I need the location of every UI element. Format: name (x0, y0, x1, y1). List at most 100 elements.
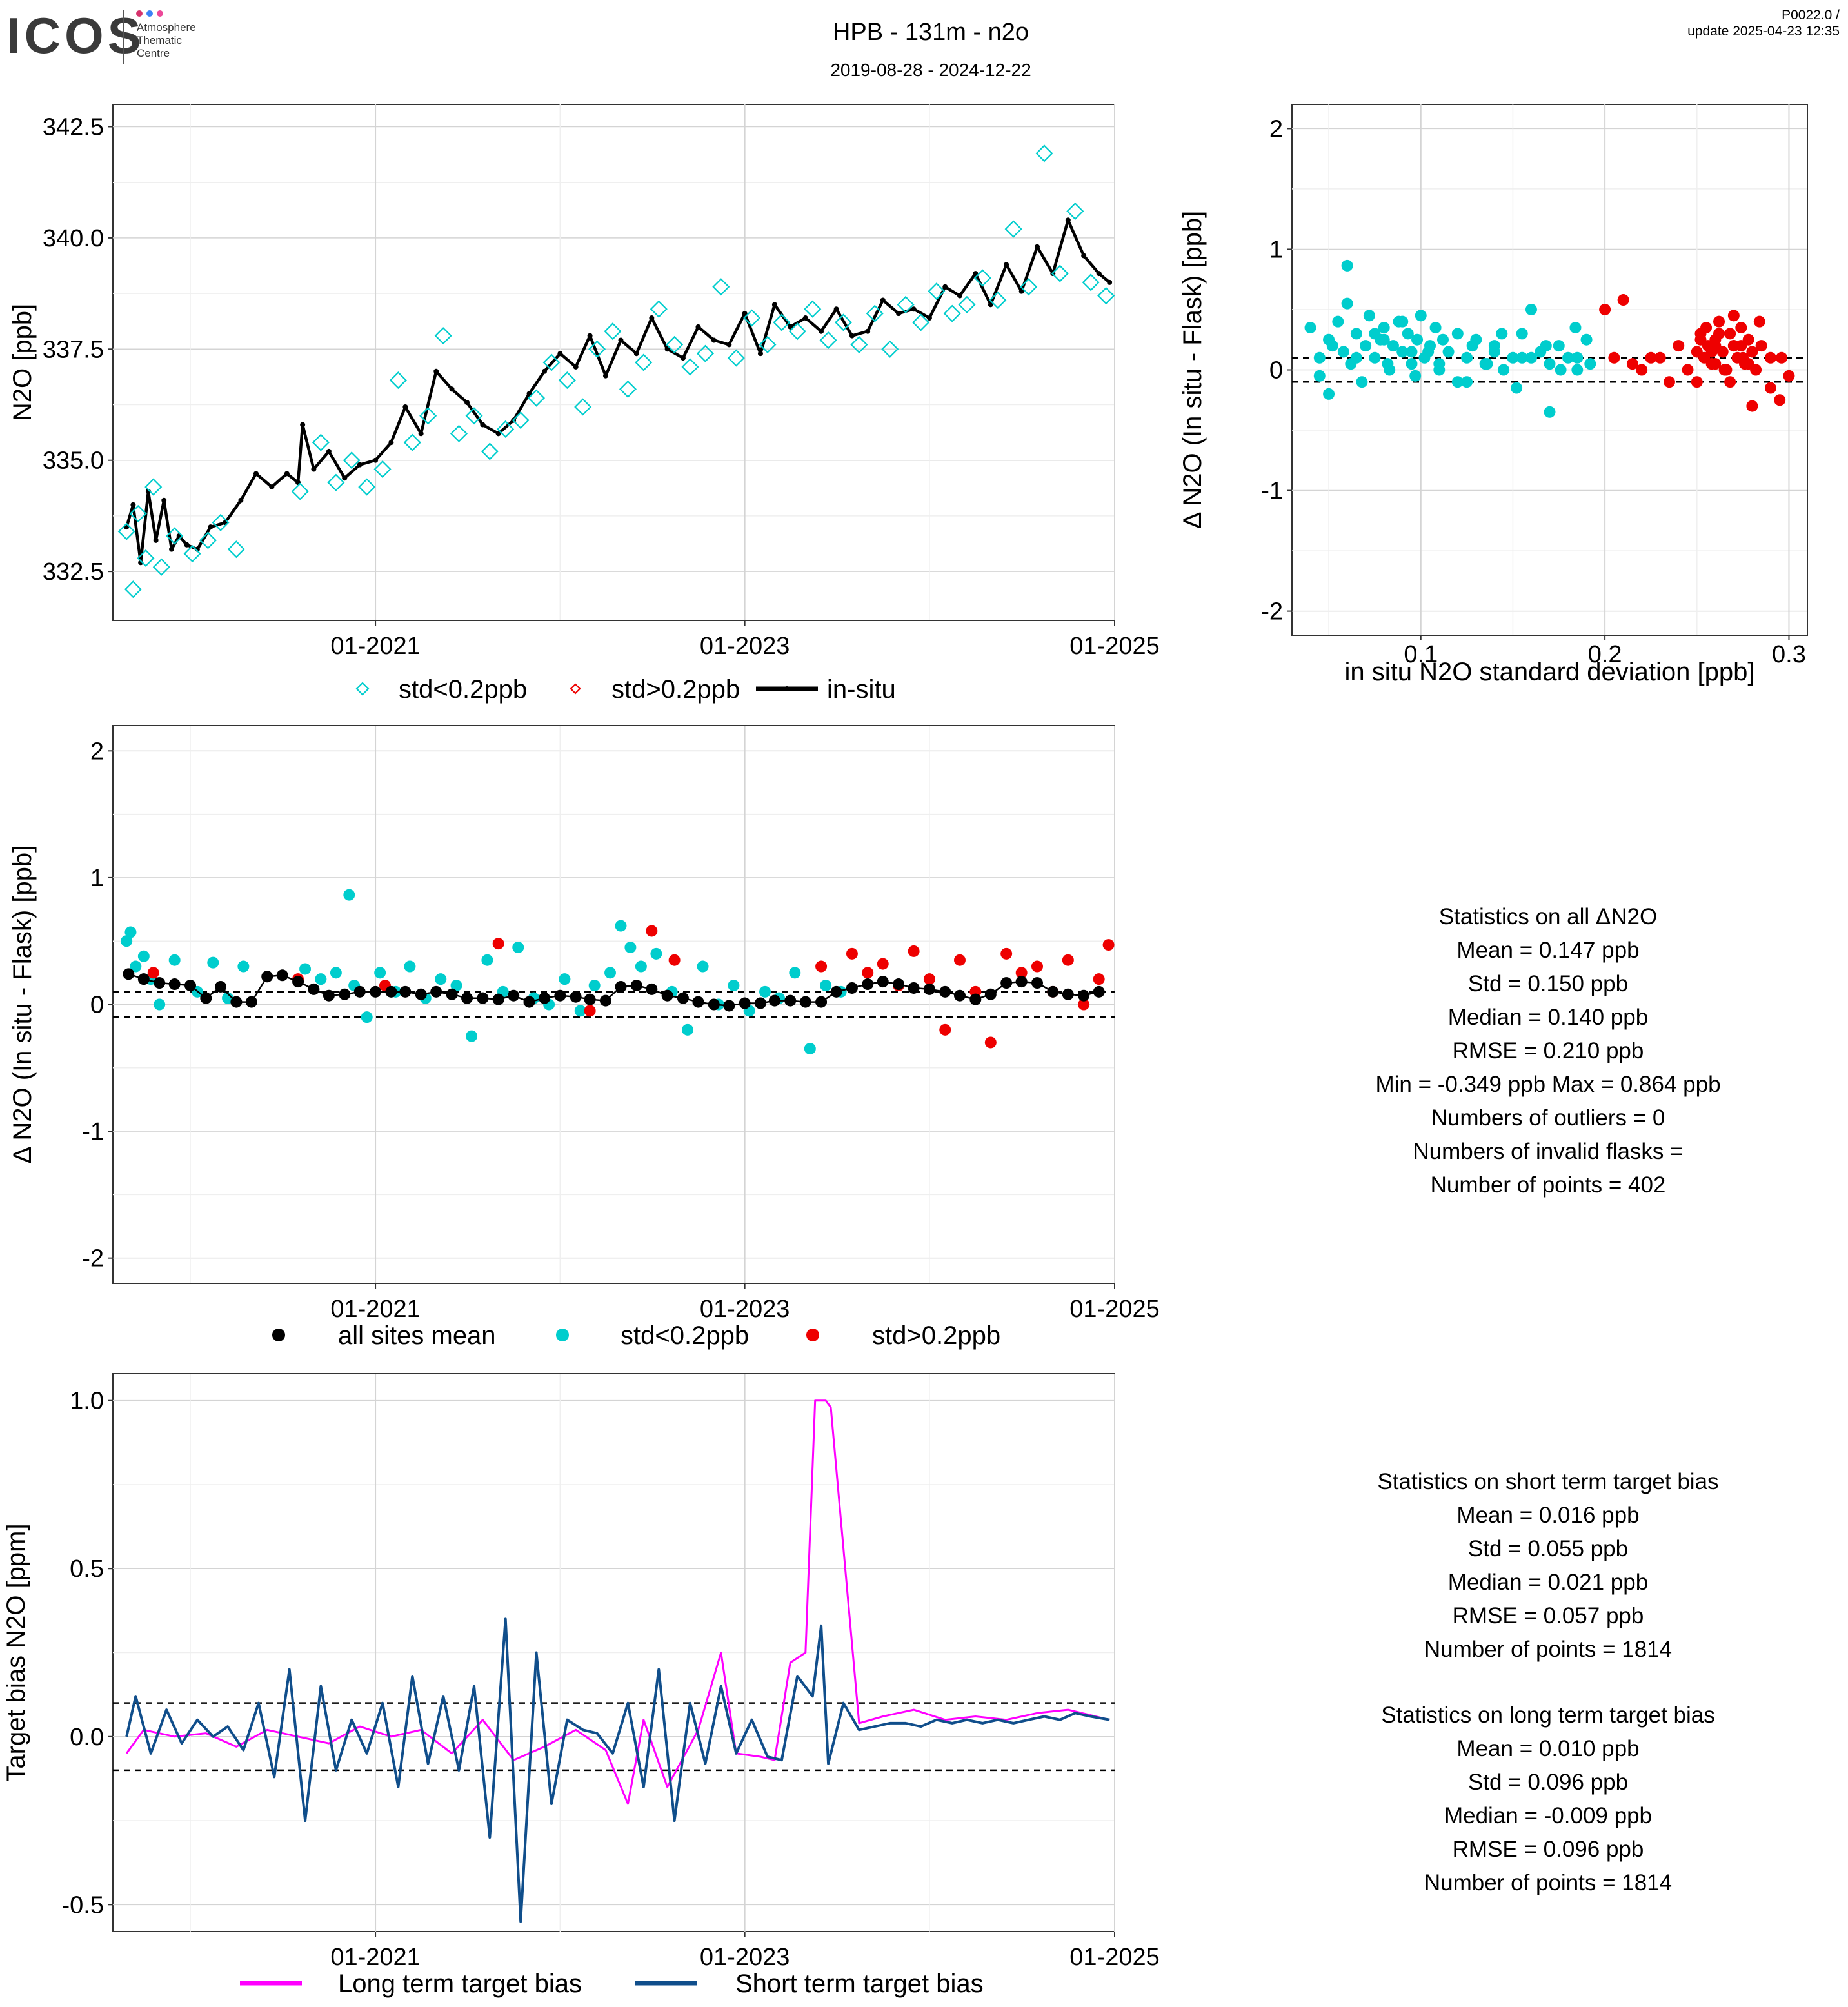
legend-symbol-high-std (570, 683, 581, 695)
flask-point-low-std (389, 371, 407, 390)
delta-point-low-std (574, 1005, 586, 1017)
y-tick-label: -1 (82, 1118, 104, 1145)
flask-point-low-std (819, 331, 837, 350)
scatter-point-low-std (1451, 376, 1464, 388)
all-sites-mean-point (908, 982, 920, 994)
flask-point-low-std (227, 540, 245, 559)
flask-point-low-std (881, 340, 899, 358)
all-sites-mean-point (492, 993, 504, 1005)
timeseries-panel: 332.5 335.0 337.5 340.0 342.5 01-2021 01-2023 0… (8, 104, 1160, 704)
delta-point-low-std (682, 1023, 694, 1036)
insitu-point (664, 346, 670, 352)
scatter-point-low-std (1411, 333, 1424, 346)
delta-point-low-std (697, 960, 709, 973)
delta-point-high-std (953, 954, 966, 966)
scatter-point-low-std (1461, 351, 1473, 364)
flask-point-low-std (835, 313, 853, 331)
delta-point-low-std (624, 942, 637, 954)
insitu-point (168, 546, 174, 552)
scatter-point-low-std (1451, 328, 1464, 340)
x-tick-label: 01-2021 (330, 1296, 420, 1323)
insitu-point (942, 284, 948, 290)
delta-point-low-std (435, 973, 447, 985)
insitu-point (771, 302, 777, 308)
insitu-point (880, 297, 886, 303)
delta-point-low-std (481, 954, 493, 966)
scatter-point-low-std (1396, 346, 1409, 358)
logo-dot (157, 10, 163, 17)
all-sites-mean-point (1093, 985, 1105, 998)
insitu-point (557, 351, 563, 357)
flask-point-low-std (144, 478, 163, 496)
flask-point-low-std (727, 349, 745, 367)
scatter-point-high-std (1645, 351, 1657, 364)
flask-point-low-std (434, 327, 452, 345)
flask-point-low-std (450, 424, 468, 442)
flask-point-low-std (759, 335, 777, 353)
scatter-point-low-std (1488, 346, 1500, 358)
scatter-point-low-std (1422, 346, 1435, 358)
insitu-point (757, 351, 763, 357)
scatter-point-low-std (1571, 351, 1584, 364)
legend-label: Long term target bias (338, 1970, 582, 1998)
scatter-point-high-std (1713, 328, 1725, 340)
legend-symbol-mean (272, 1329, 285, 1341)
flask-point-low-std (1035, 144, 1053, 163)
scatter-point-low-std (1402, 328, 1414, 340)
delta-point-high-std (923, 973, 935, 985)
insitu-point (357, 462, 363, 468)
all-sites-mean-point (799, 996, 811, 1008)
insitu-point (911, 306, 917, 312)
all-sites-mean-point (385, 985, 397, 998)
flask-point-low-std (291, 482, 309, 500)
delta-point-low-std (789, 967, 801, 979)
scatter-point-low-std (1323, 388, 1335, 400)
flask-point-low-std (619, 380, 637, 398)
scatter-point-low-std (1544, 358, 1556, 370)
delta-point-high-std (984, 1036, 997, 1049)
legend-symbol-low-std (556, 1329, 569, 1341)
stats-median: Median = -0.009 ppb (1444, 1803, 1653, 1828)
delta-point-low-std (759, 985, 771, 998)
delta-point-high-std (492, 938, 504, 950)
delta-point-low-std (559, 973, 571, 985)
all-sites-mean-point (123, 968, 135, 980)
scatter-point-high-std (1753, 315, 1765, 328)
x-axis-label: in situ N2O standard deviation [ppb] (1345, 658, 1755, 686)
all-sites-mean-point (1015, 976, 1028, 988)
scatter-point-low-std (1461, 376, 1473, 388)
insitu-point (542, 368, 548, 374)
all-sites-mean-point (184, 980, 197, 992)
flask-point-low-std (117, 522, 135, 540)
all-sites-mean-point (661, 989, 673, 1002)
flask-point-low-std (512, 411, 530, 430)
y-tick-label: 0.5 (70, 1556, 104, 1583)
scatter-point-low-std (1341, 259, 1353, 272)
x-tick-label: 01-2025 (1069, 1944, 1159, 1971)
scatter-point-high-std (1746, 346, 1758, 358)
all-sites-mean-point (370, 985, 382, 998)
scatter-point-low-std (1498, 364, 1510, 376)
scatter-point-high-std (1709, 358, 1722, 370)
insitu-point (1065, 217, 1071, 223)
insitu-point (618, 337, 624, 343)
scatter-point-high-std (1774, 394, 1786, 406)
insitu-point (849, 333, 855, 339)
x-tick-label: 0.3 (1772, 641, 1806, 668)
all-sites-mean-point (815, 996, 828, 1008)
delta-timeseries-panel: -2 -1 0 1 2 01-2021 01-2023 01-2025 Δ N2O (In si… (8, 725, 1160, 1350)
flask-point-low-std (358, 478, 376, 496)
all-sites-mean-point (599, 994, 611, 1007)
y-axis-label: Δ N2O (In situ - Flask) [ppb] (1178, 211, 1207, 529)
flask-point-low-std (588, 340, 606, 358)
flask-point-low-std (928, 282, 946, 301)
scatter-point-high-std (1764, 382, 1776, 394)
delta-point-low-std (299, 963, 312, 975)
all-sites-mean-point (923, 983, 935, 995)
scatter-point-low-std (1525, 303, 1537, 315)
all-sites-mean-point (292, 976, 304, 988)
scatter-point-low-std (1555, 364, 1567, 376)
legend-label: all sites mean (338, 1321, 496, 1350)
delta-point-low-std (588, 980, 601, 992)
all-sites-mean-point (461, 992, 473, 1004)
